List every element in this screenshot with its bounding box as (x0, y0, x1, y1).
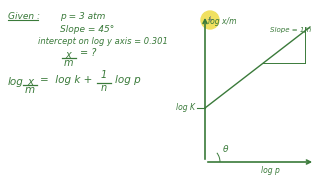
Circle shape (201, 11, 219, 29)
Text: m: m (25, 85, 35, 95)
Text: θ: θ (223, 145, 228, 154)
Text: Slope = 45°: Slope = 45° (60, 25, 114, 34)
Text: log x/m: log x/m (208, 17, 236, 26)
Text: p = 3 atm: p = 3 atm (60, 12, 105, 21)
Text: log K: log K (176, 103, 195, 112)
Text: =  log k +: = log k + (40, 75, 92, 85)
Text: log p: log p (115, 75, 141, 85)
Text: 1: 1 (101, 70, 107, 80)
Text: Slope = 1/n: Slope = 1/n (270, 27, 311, 33)
Text: log: log (8, 77, 24, 87)
Text: x: x (65, 50, 71, 60)
Text: Given :: Given : (8, 12, 40, 21)
Text: +: + (207, 15, 213, 24)
Text: = ?: = ? (80, 48, 96, 58)
Text: m: m (63, 58, 73, 68)
Text: x: x (27, 77, 33, 87)
Text: n: n (101, 83, 107, 93)
Text: log p: log p (260, 166, 279, 175)
Text: intercept on log y axis = 0.301: intercept on log y axis = 0.301 (38, 37, 168, 46)
